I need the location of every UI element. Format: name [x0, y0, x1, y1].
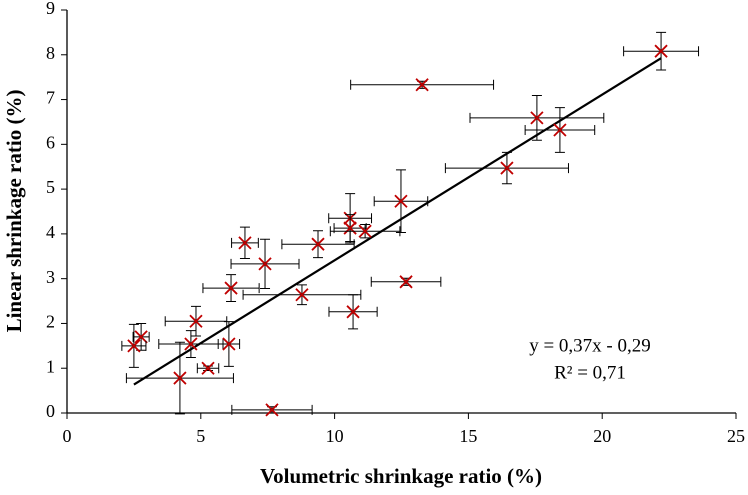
point — [415, 78, 429, 92]
y-tick-label: 9 — [46, 0, 55, 18]
x-tick-label: 15 — [459, 426, 477, 446]
point — [238, 236, 252, 250]
point — [189, 314, 203, 328]
y-tick-label: 6 — [46, 132, 55, 152]
y-axis-title: Linear shrinkage ratio (%) — [2, 90, 26, 333]
point — [184, 337, 198, 351]
point — [222, 337, 236, 351]
x-tick-label: 5 — [196, 426, 205, 446]
point — [343, 221, 357, 235]
point — [553, 123, 567, 137]
y-tick-label: 0 — [46, 401, 55, 421]
point — [394, 194, 408, 208]
point — [654, 44, 668, 58]
point — [311, 237, 325, 251]
y-tick-label: 4 — [46, 222, 55, 242]
point — [530, 111, 544, 125]
point — [201, 361, 215, 375]
point — [173, 371, 187, 385]
y-tick-label: 3 — [46, 267, 55, 287]
point — [134, 330, 148, 344]
r-squared: R² = 0,71 — [554, 362, 626, 383]
x-axis-title: Volumetric shrinkage ratio (%) — [260, 464, 542, 488]
point — [399, 275, 413, 289]
y-tick-label: 5 — [46, 177, 55, 197]
point — [258, 257, 272, 271]
point — [224, 281, 238, 295]
x-tick-label: 20 — [593, 426, 611, 446]
y-tick-label: 2 — [46, 312, 55, 332]
y-tick-label: 8 — [46, 43, 55, 63]
trendline — [133, 57, 662, 386]
point — [346, 305, 360, 319]
x-tick-label: 10 — [326, 426, 344, 446]
point — [127, 339, 141, 353]
point — [265, 403, 279, 417]
equation: y = 0,37x - 0,29 — [529, 335, 651, 356]
y-tick-label: 1 — [46, 356, 55, 376]
point — [500, 161, 514, 175]
point — [295, 288, 309, 302]
point — [358, 224, 372, 238]
x-tick-label: 0 — [63, 426, 72, 446]
y-tick-label: 7 — [46, 88, 55, 108]
x-tick-label: 25 — [727, 426, 745, 446]
